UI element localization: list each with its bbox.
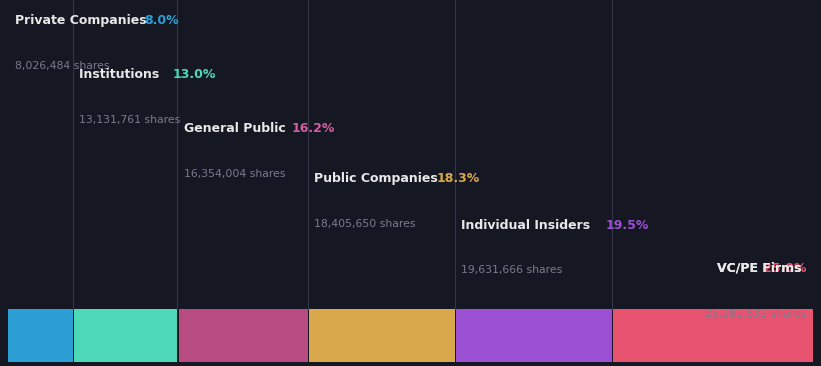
Text: Institutions: Institutions — [79, 68, 163, 81]
Text: 8,026,484 shares: 8,026,484 shares — [15, 61, 109, 71]
Bar — [310, 309, 455, 362]
Text: 16.2%: 16.2% — [291, 122, 335, 135]
Text: 13.0%: 13.0% — [172, 68, 216, 81]
Text: 25,181,531 shares: 25,181,531 shares — [705, 309, 806, 318]
Text: 18,405,650 shares: 18,405,650 shares — [314, 219, 415, 229]
Text: VC/PE Firms: VC/PE Firms — [717, 262, 805, 275]
Text: Public Companies: Public Companies — [314, 172, 442, 185]
Text: VC/PE Firms 25.0%: VC/PE Firms 25.0% — [674, 262, 806, 275]
Text: Individual Insiders: Individual Insiders — [461, 219, 594, 232]
Bar — [456, 309, 612, 362]
Text: 18.3%: 18.3% — [437, 172, 479, 185]
Text: VC/PE Firms: VC/PE Firms — [718, 262, 806, 275]
Text: 25.0%: 25.0% — [763, 262, 806, 275]
Bar — [74, 309, 177, 362]
Text: 16,354,004 shares: 16,354,004 shares — [184, 169, 285, 179]
Text: Private Companies: Private Companies — [15, 14, 150, 27]
Bar — [8, 309, 72, 362]
Text: 8.0%: 8.0% — [144, 14, 179, 27]
Text: 19.5%: 19.5% — [605, 219, 649, 232]
Bar — [613, 309, 813, 362]
Text: 19,631,666 shares: 19,631,666 shares — [461, 265, 562, 276]
Text: 13,131,761 shares: 13,131,761 shares — [79, 115, 181, 125]
Text: General Public: General Public — [184, 122, 290, 135]
Bar — [179, 309, 308, 362]
